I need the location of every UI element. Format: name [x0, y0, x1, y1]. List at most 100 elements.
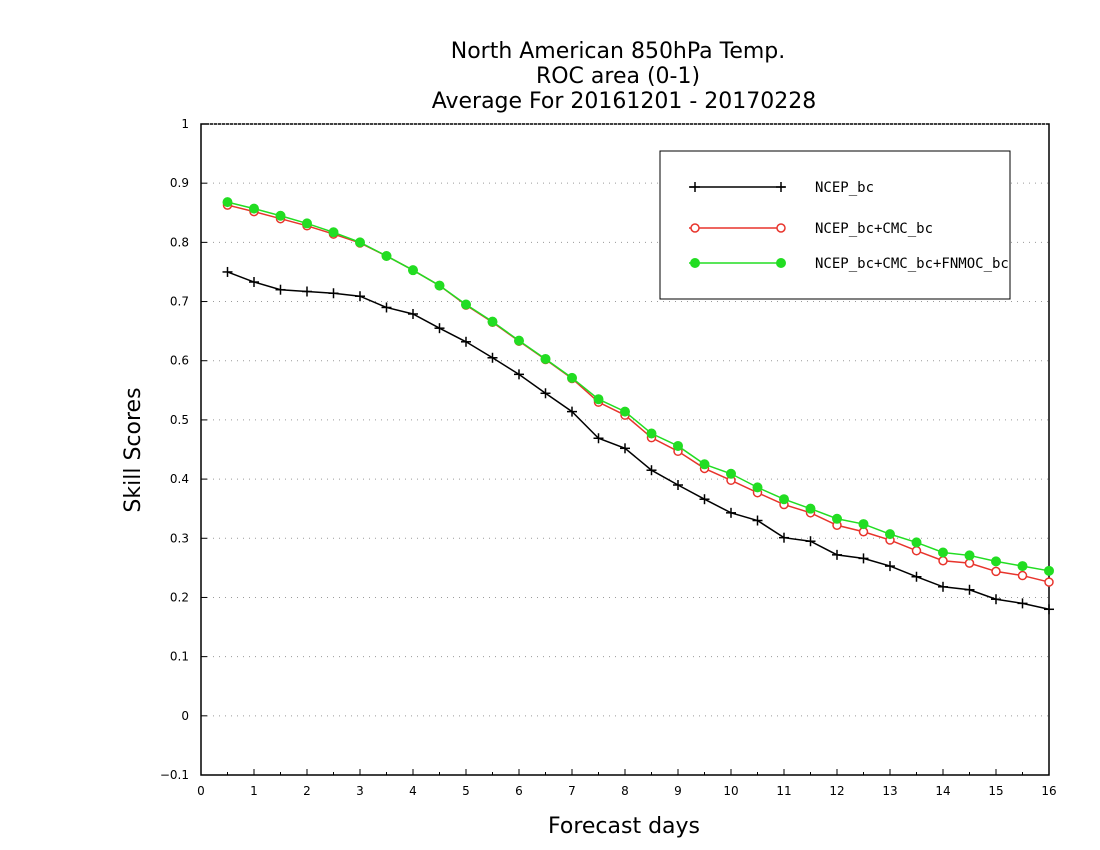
data-point — [964, 550, 975, 561]
x-axis-label: Forecast days — [548, 814, 700, 839]
data-point — [249, 203, 259, 214]
data-point — [938, 556, 948, 566]
x-tick-label: 8 — [621, 784, 629, 798]
x-tick-label: 1 — [250, 784, 258, 798]
data-point — [911, 571, 922, 582]
title-line-1: North American 850hPa Temp. — [451, 39, 786, 64]
data-point — [964, 584, 975, 595]
data-point — [275, 210, 286, 221]
data-point — [461, 336, 471, 347]
data-point — [487, 352, 498, 363]
x-tick-label: 11 — [776, 784, 791, 798]
data-point — [690, 223, 700, 233]
series-line — [227, 271, 1050, 611]
x-tick-label: 10 — [723, 784, 738, 798]
data-point — [434, 323, 445, 334]
data-point — [673, 480, 683, 491]
data-point — [752, 482, 763, 493]
data-point — [620, 443, 630, 454]
data-point — [752, 515, 763, 526]
data-point — [938, 547, 948, 558]
x-tick-label: 3 — [356, 784, 364, 798]
x-tick-label: 7 — [568, 784, 576, 798]
data-point — [699, 459, 710, 470]
data-point — [514, 335, 524, 346]
data-point — [408, 265, 418, 276]
y-tick-label: 0.4 — [170, 472, 189, 486]
data-point — [690, 258, 700, 268]
data-point — [381, 302, 392, 313]
data-point — [726, 507, 736, 518]
data-point — [593, 394, 604, 405]
x-tick-label: 9 — [674, 784, 682, 798]
data-point — [461, 299, 471, 310]
y-axis-label: Skill Scores — [121, 387, 146, 512]
data-point — [408, 308, 418, 319]
data-point — [776, 223, 786, 233]
data-point — [776, 258, 786, 268]
data-point — [885, 561, 895, 572]
y-tick-label: 0.7 — [170, 295, 189, 309]
data-point — [1044, 565, 1054, 576]
data-point — [779, 532, 789, 543]
data-point — [355, 291, 365, 302]
data-point — [1044, 577, 1054, 587]
data-point — [1017, 570, 1028, 581]
data-point — [646, 465, 657, 476]
legend-label: NCEP_bc+CMC_bc — [815, 221, 933, 237]
data-point — [222, 197, 233, 208]
data-point — [805, 536, 816, 547]
legend-entry: NCEP_bc — [689, 180, 874, 196]
data-point — [938, 581, 948, 592]
data-point — [991, 556, 1001, 567]
data-point — [620, 406, 630, 417]
x-tick-label: 5 — [462, 784, 470, 798]
data-point — [832, 549, 842, 560]
y-tick-label: 0.5 — [170, 413, 189, 427]
title-line-3: Average For 20161201 - 20170228 — [432, 89, 817, 114]
data-point — [328, 227, 339, 238]
data-point — [776, 182, 786, 192]
data-point — [567, 406, 577, 417]
data-point — [726, 468, 736, 479]
data-point — [991, 594, 1001, 605]
data-point — [699, 494, 710, 505]
y-tick-label: 0 — [181, 709, 189, 723]
data-point — [858, 553, 869, 564]
data-point — [832, 513, 842, 524]
data-point — [1044, 604, 1054, 615]
x-tick-label: 12 — [829, 784, 844, 798]
data-series — [222, 197, 1054, 615]
x-axis-ticks: 0 1 2 3 4 5 6 7 8 9 10 11 12 13 14 15 16 — [197, 769, 1057, 798]
legend-entry: NCEP_bc+CMC_bc+FNMOC_bc — [689, 256, 1009, 272]
data-point — [885, 529, 895, 540]
x-tick-label: 0 — [197, 784, 205, 798]
data-point — [275, 284, 286, 295]
legend-label: NCEP_bc — [815, 180, 874, 196]
data-point — [779, 494, 789, 505]
y-tick-label: 0.8 — [170, 235, 189, 249]
y-tick-label: 1 — [181, 117, 189, 131]
chart-title: North American 850hPa Temp. ROC area (0-… — [432, 39, 817, 114]
data-point — [434, 280, 445, 291]
legend-entry: NCEP_bc+CMC_bc — [689, 221, 933, 237]
data-point — [991, 566, 1001, 577]
data-point — [593, 433, 604, 444]
x-tick-label: 4 — [409, 784, 417, 798]
data-point — [302, 218, 312, 229]
data-point — [911, 545, 922, 556]
legend-label: NCEP_bc+CMC_bc+FNMOC_bc — [815, 256, 1009, 272]
data-point — [805, 503, 816, 514]
series-1 — [222, 266, 1054, 615]
series-3 — [222, 197, 1054, 576]
y-tick-label: 0.1 — [170, 650, 189, 664]
x-tick-label: 15 — [988, 784, 1003, 798]
x-tick-label: 6 — [515, 784, 523, 798]
data-point — [690, 182, 700, 192]
legend: NCEP_bc NCEP_bc+CMC_bc NCEP_bc+CMC_bc+FNMO… — [659, 150, 1011, 300]
x-tick-label: 2 — [303, 784, 311, 798]
data-point — [1017, 598, 1028, 609]
data-point — [249, 277, 259, 288]
y-tick-label: 0.6 — [170, 354, 189, 368]
